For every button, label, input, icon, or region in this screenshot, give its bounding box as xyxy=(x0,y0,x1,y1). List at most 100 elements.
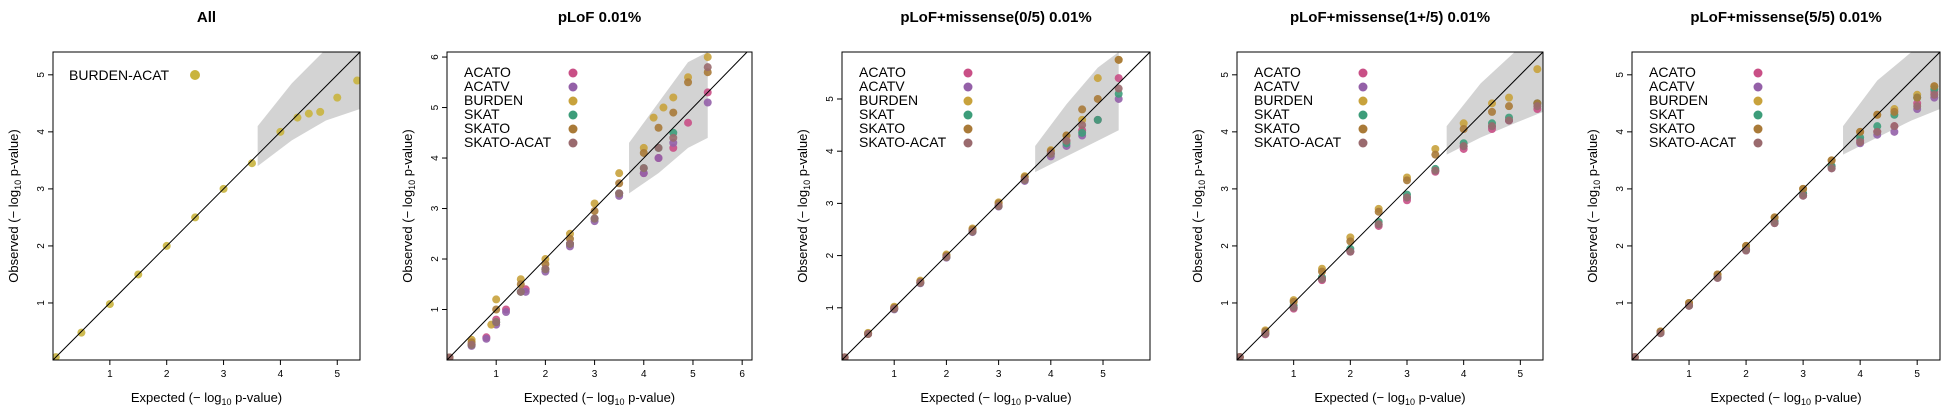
panel-title: pLoF+missense(1+/5) 0.01% xyxy=(1290,9,1490,26)
legend-swatch xyxy=(568,124,578,134)
y-tick-label: 2 xyxy=(1220,243,1231,249)
legend-swatch xyxy=(1358,138,1368,148)
data-point xyxy=(615,189,624,198)
data-point xyxy=(492,318,501,327)
data-point xyxy=(1856,138,1865,147)
legend-label: ACATV xyxy=(1254,78,1300,94)
legend-swatch xyxy=(568,82,578,92)
y-axis-label: Observed (− log10 p-value) xyxy=(795,129,812,282)
data-point xyxy=(1261,329,1270,338)
x-tick-label: 1 xyxy=(107,369,113,380)
data-point xyxy=(703,53,712,62)
series-skato-acat xyxy=(1632,90,1939,360)
legend-swatch xyxy=(568,68,578,78)
legend-label: BURDEN xyxy=(859,92,918,108)
legend-swatch xyxy=(1358,68,1368,78)
y-tick-label: 1 xyxy=(825,305,836,311)
data-point xyxy=(684,118,693,127)
data-point xyxy=(1114,84,1123,93)
x-tick-label: 6 xyxy=(739,369,745,380)
y-tick-label: 3 xyxy=(430,205,441,211)
data-point xyxy=(890,304,899,313)
y-tick-label: 4 xyxy=(1220,129,1231,135)
data-point xyxy=(590,199,599,208)
x-tick-label: 1 xyxy=(1686,369,1692,380)
legend-label: SKATO-ACAT xyxy=(859,134,947,150)
y-tick-label: 4 xyxy=(36,129,47,135)
legend-label: SKAT xyxy=(859,106,895,122)
y-tick-label: 2 xyxy=(430,256,441,262)
legend-swatch xyxy=(1358,110,1368,120)
y-tick-label: 4 xyxy=(430,155,441,161)
legend-swatch xyxy=(1753,138,1763,148)
data-point xyxy=(1431,150,1440,159)
data-point xyxy=(703,63,712,72)
data-point xyxy=(654,154,663,163)
x-tick-label: 4 xyxy=(278,369,284,380)
null-diagonal-line xyxy=(1632,52,1940,360)
legend-label: SKAT xyxy=(1254,106,1290,122)
x-tick-label: 4 xyxy=(1048,369,1054,380)
legend-swatch xyxy=(1358,124,1368,134)
x-tick-label: 1 xyxy=(493,369,499,380)
legend-label: ACATO xyxy=(464,64,511,80)
data-point xyxy=(1093,74,1102,83)
data-point xyxy=(1742,246,1751,255)
legend-label: SKAT xyxy=(1649,106,1685,122)
y-tick-label: 5 xyxy=(825,96,836,102)
data-point xyxy=(247,159,256,168)
confidence-band xyxy=(629,52,708,194)
data-point xyxy=(353,76,360,85)
legend-swatch xyxy=(568,110,578,120)
data-point xyxy=(492,295,501,304)
legend-swatch xyxy=(190,70,200,80)
legend-label: ACATO xyxy=(1649,64,1696,80)
legend-label: ACATV xyxy=(464,78,510,94)
x-tick-label: 3 xyxy=(221,369,227,380)
qq-panel-4: pLoF+missense(1+/5) 0.01% 1 2 3 4 5 1 2 3 4 5 Expec… xyxy=(1190,9,1544,407)
legend-label: SKAT xyxy=(464,106,500,122)
x-tick-label: 2 xyxy=(164,369,170,380)
null-diagonal-line xyxy=(53,52,360,360)
data-point xyxy=(304,109,313,118)
legend-swatch xyxy=(568,138,578,148)
plot-frame xyxy=(52,51,361,361)
legend-label: SKATO-ACAT xyxy=(1254,134,1342,150)
y-axis-label: Observed (− log10 p-value) xyxy=(1585,129,1602,282)
y-tick-label: 5 xyxy=(1220,72,1231,78)
x-tick-label: 2 xyxy=(1743,369,1749,380)
legend-swatch xyxy=(963,124,973,134)
confidence-band xyxy=(1843,52,1940,155)
legend-swatch xyxy=(1753,124,1763,134)
x-axis-label: Expected (− log10 p-value) xyxy=(1314,390,1465,407)
legend-swatch xyxy=(1358,82,1368,92)
data-point xyxy=(565,239,574,248)
legend-label: SKATO xyxy=(859,120,905,136)
data-point xyxy=(516,287,525,296)
data-point xyxy=(1533,65,1542,74)
data-point xyxy=(1403,176,1411,185)
data-point xyxy=(1505,102,1513,111)
data-point xyxy=(942,253,951,262)
x-axis-label: Expected (− log10 p-value) xyxy=(131,390,282,407)
data-point xyxy=(1533,102,1542,111)
legend-label: ACATO xyxy=(1254,64,1301,80)
confidence-band xyxy=(257,52,360,167)
data-point xyxy=(669,108,678,117)
legend-label: BURDEN xyxy=(464,92,523,108)
x-tick-label: 1 xyxy=(1291,369,1297,380)
x-tick-label: 4 xyxy=(641,369,647,380)
legend-swatch xyxy=(1753,82,1763,92)
data-point xyxy=(1488,107,1496,116)
data-point xyxy=(333,93,342,102)
data-point xyxy=(654,143,663,152)
legend-label: BURDEN xyxy=(1254,92,1313,108)
y-axis-label: Observed (− log10 p-value) xyxy=(6,129,23,282)
null-diagonal-line xyxy=(1237,52,1543,360)
data-point xyxy=(316,107,325,116)
x-tick-label: 2 xyxy=(1348,369,1354,380)
data-point xyxy=(1403,193,1411,202)
legend-swatch xyxy=(963,68,973,78)
